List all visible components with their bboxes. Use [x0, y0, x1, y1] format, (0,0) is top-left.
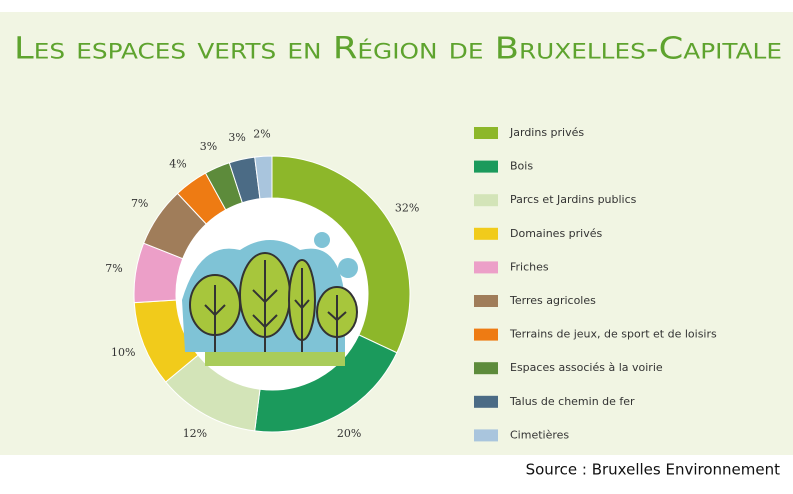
- legend-swatch: [474, 395, 498, 408]
- source: Source : Bruxelles Environnement: [526, 461, 780, 479]
- data-label: 32%: [395, 201, 419, 214]
- data-label: 7%: [131, 197, 148, 210]
- legend-label: Jardins privés: [509, 126, 584, 139]
- donut: 32% 20% 12% 10% 7% 7% 4% 3% 3% 2%: [105, 127, 419, 440]
- legend-label: Friches: [510, 260, 549, 273]
- legend-swatch: [474, 429, 498, 442]
- data-label: 7%: [105, 262, 122, 275]
- illustration: [176, 198, 368, 390]
- legend-label: Terres agricoles: [509, 294, 596, 307]
- legend-label: Terrains de jeux, de sport et de loisirs: [509, 328, 717, 341]
- legend-label: Cimetières: [510, 428, 569, 441]
- legend-label: Parcs et Jardins publics: [510, 193, 637, 206]
- legend-swatch: [474, 160, 498, 173]
- data-label: 3%: [200, 140, 217, 153]
- data-label: 10%: [111, 346, 135, 359]
- legend-swatch: [474, 295, 498, 307]
- legend-swatch: [474, 328, 498, 341]
- legend: Jardins privés Bois Parcs et Jardins publi…: [474, 126, 717, 442]
- legend-label: Espaces associés à la voirie: [510, 361, 663, 374]
- legend-swatch: [474, 261, 498, 274]
- chart-title: Les espaces verts en Région de Bruxelles…: [14, 32, 782, 67]
- legend-swatch: [474, 194, 498, 207]
- data-label: 2%: [253, 127, 270, 140]
- legend-label: Talus de chemin de fer: [509, 395, 635, 408]
- legend-swatch: [474, 127, 498, 139]
- legend-swatch: [474, 362, 498, 375]
- legend-label: Bois: [510, 160, 533, 173]
- data-label: 3%: [228, 131, 245, 144]
- data-label: 20%: [337, 427, 361, 440]
- legend-swatch: [474, 227, 498, 240]
- data-label: 12%: [183, 427, 207, 440]
- legend-label: Domaines privés: [510, 227, 603, 240]
- data-label: 4%: [169, 158, 186, 171]
